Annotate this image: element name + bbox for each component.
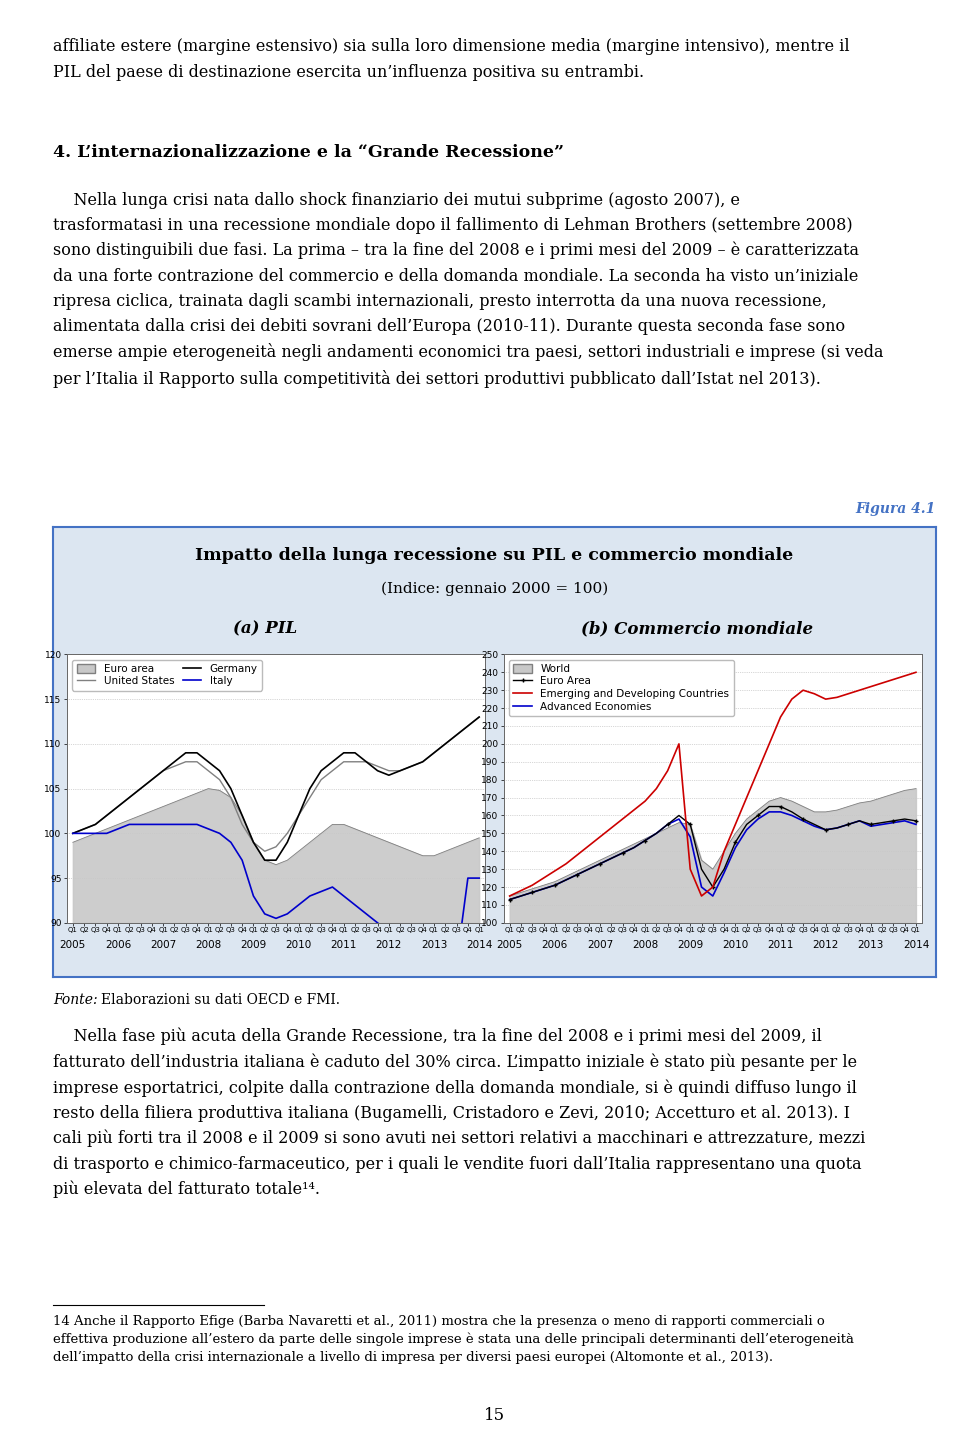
Text: (Indice: gennaio 2000 = 100): (Indice: gennaio 2000 = 100) — [381, 582, 608, 596]
Legend: Euro area, United States, Germany, Italy: Euro area, United States, Germany, Italy — [72, 660, 262, 691]
Text: Impatto della lunga recessione su PIL e commercio mondiale: Impatto della lunga recessione su PIL e … — [195, 547, 794, 564]
Text: 15: 15 — [484, 1407, 505, 1423]
Text: (a) PIL: (a) PIL — [233, 621, 298, 637]
Text: Nella fase più acuta della Grande Recessione, tra la fine del 2008 e i primi mes: Nella fase più acuta della Grande Recess… — [53, 1027, 865, 1199]
Text: Elaborazioni su dati OECD e FMI.: Elaborazioni su dati OECD e FMI. — [102, 992, 341, 1007]
Text: Figura 4.1: Figura 4.1 — [855, 502, 936, 517]
Text: Nella lunga crisi nata dallo shock finanziario dei mutui subprime (agosto 2007),: Nella lunga crisi nata dallo shock finan… — [53, 192, 883, 387]
Text: (b) Commercio mondiale: (b) Commercio mondiale — [582, 621, 813, 637]
Legend: World, Euro Area, Emerging and Developing Countries, Advanced Economies: World, Euro Area, Emerging and Developin… — [509, 660, 733, 715]
Text: 14 Anche il Rapporto Efige (Barba Navaretti et al., 2011) mostra che la presenza: 14 Anche il Rapporto Efige (Barba Navare… — [53, 1315, 853, 1364]
Text: affiliate estere (margine estensivo) sia sulla loro dimensione media (margine in: affiliate estere (margine estensivo) sia… — [53, 38, 850, 81]
Text: Fonte:: Fonte: — [53, 992, 102, 1007]
Text: 4. L’internazionalizzazione e la “Grande Recessione”: 4. L’internazionalizzazione e la “Grande… — [53, 144, 564, 161]
